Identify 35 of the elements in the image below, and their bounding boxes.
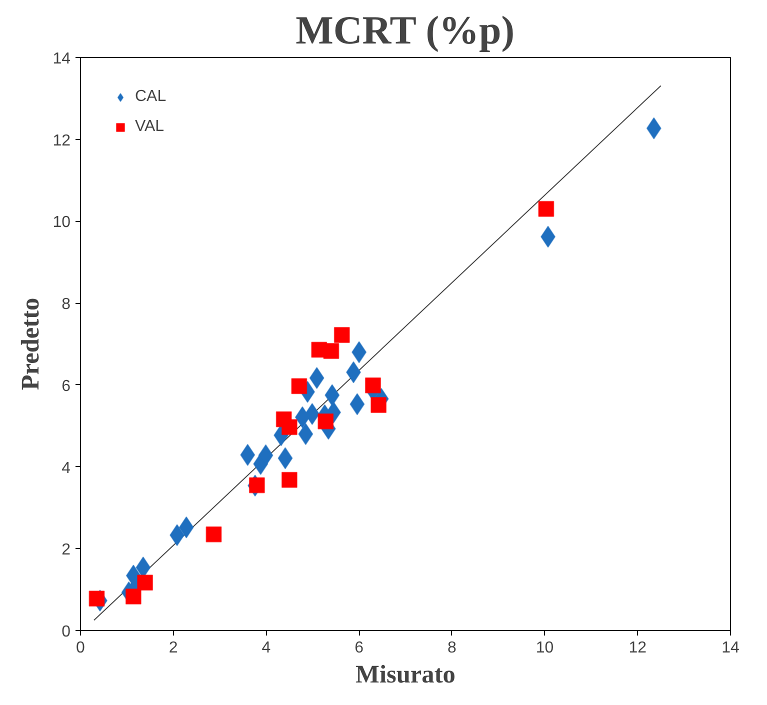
x-tick-label: 8 bbox=[447, 640, 456, 656]
legend-label: CAL bbox=[135, 88, 166, 106]
point bbox=[281, 419, 298, 436]
point bbox=[206, 526, 222, 542]
point bbox=[370, 396, 387, 413]
y-tick-label: 4 bbox=[62, 460, 71, 477]
point bbox=[248, 477, 265, 494]
legend-label: VAL bbox=[135, 118, 164, 136]
x-tick-label: 12 bbox=[628, 640, 647, 656]
point bbox=[538, 200, 554, 217]
point bbox=[323, 342, 340, 359]
x-tick-label: 0 bbox=[76, 640, 86, 656]
x-tick-label: 2 bbox=[168, 640, 178, 656]
point bbox=[88, 590, 105, 607]
y-tick-label: 10 bbox=[52, 214, 71, 232]
y-tick-label: 14 bbox=[52, 50, 71, 68]
point bbox=[281, 472, 298, 488]
x-tick-label: 6 bbox=[354, 640, 364, 656]
x-tick-label: 14 bbox=[722, 640, 740, 656]
x-axis-title: Misurato bbox=[356, 660, 456, 688]
y-tick-label: 0 bbox=[62, 624, 71, 640]
y-tick-label: 12 bbox=[52, 132, 71, 150]
x-tick-label: 4 bbox=[262, 640, 271, 656]
point bbox=[334, 326, 350, 343]
point bbox=[291, 378, 308, 394]
x-tick-label: 10 bbox=[536, 640, 554, 656]
y-tick-label: 2 bbox=[62, 542, 71, 559]
point bbox=[318, 413, 334, 430]
point bbox=[137, 574, 154, 591]
y-tick-label: 6 bbox=[62, 378, 71, 395]
point bbox=[365, 377, 381, 394]
chart-title: MCRT (%p) bbox=[296, 8, 515, 52]
y-axis-title: Predetto bbox=[16, 298, 45, 390]
point bbox=[125, 588, 142, 605]
y-tick-label: 8 bbox=[62, 296, 71, 314]
